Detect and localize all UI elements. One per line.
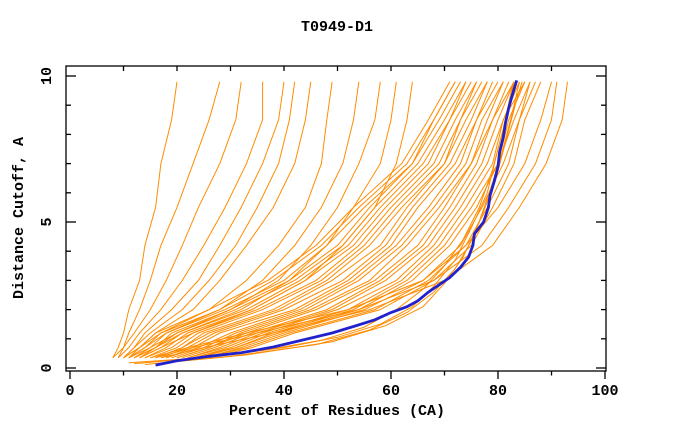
model-curve — [171, 81, 504, 359]
model-curve — [187, 81, 520, 359]
model-curve — [144, 81, 478, 359]
x-tick-label: 40 — [275, 383, 293, 400]
y-axis-label: Distance Cutoff, A — [11, 137, 28, 299]
model-curve — [139, 81, 467, 359]
model-curve — [133, 81, 397, 359]
model-curve — [139, 81, 413, 359]
model-curve — [128, 81, 456, 359]
model-curve — [160, 81, 488, 359]
model-curve — [117, 81, 264, 359]
model-curve — [166, 81, 499, 359]
x-tick-label: 60 — [382, 383, 400, 400]
plot-frame — [65, 65, 607, 372]
model-curve — [166, 81, 494, 359]
model-curve — [203, 81, 531, 359]
model-curve — [182, 81, 515, 359]
model-curve — [128, 81, 515, 364]
model-curve — [128, 81, 456, 359]
model-curve — [155, 81, 488, 359]
y-tick-label: 10 — [39, 67, 56, 85]
model-curve — [139, 81, 467, 359]
x-tick-label: 80 — [489, 383, 507, 400]
model-curve — [123, 81, 296, 359]
model-curve — [160, 81, 568, 359]
model-curve — [155, 81, 483, 359]
x-tick-label: 100 — [591, 383, 618, 400]
model-curve — [112, 81, 221, 359]
x-tick-label: 0 — [65, 383, 74, 400]
model-curve — [123, 81, 285, 359]
model-curve — [128, 81, 312, 359]
best-model-curve — [155, 79, 519, 367]
model-curve — [176, 81, 510, 359]
model-curve — [155, 81, 523, 365]
axes — [65, 65, 607, 379]
chart-title: T0949-D1 — [301, 19, 373, 36]
model-curves — [112, 79, 568, 367]
tick-labels: 0 20 40 60 80 100 0 5 10 — [39, 67, 619, 400]
model-curve — [155, 81, 558, 359]
y-tick-label: 5 — [39, 217, 56, 226]
model-curve — [192, 81, 526, 359]
y-tick-label: 0 — [39, 363, 56, 372]
model-curve — [112, 81, 178, 359]
model-curve — [150, 81, 478, 359]
model-curve — [117, 81, 242, 359]
model-curve — [123, 81, 333, 359]
x-tick-label: 20 — [168, 383, 186, 400]
model-curve — [133, 81, 381, 359]
model-curve — [128, 81, 360, 359]
model-curve — [150, 81, 552, 359]
x-axis-label: Percent of Residues (CA) — [229, 403, 445, 420]
